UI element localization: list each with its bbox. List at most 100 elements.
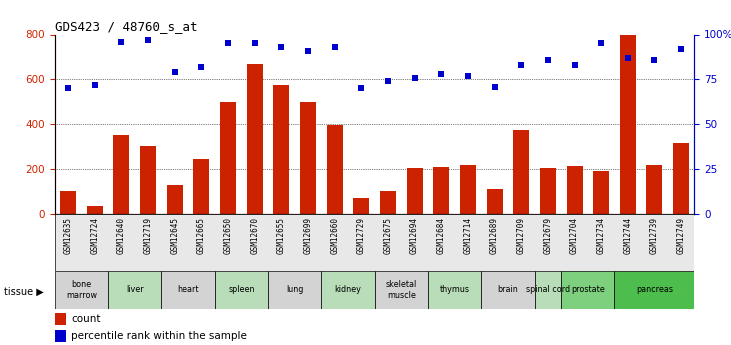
Point: [222, 41, 234, 46]
Text: skeletal
muscle: skeletal muscle: [386, 280, 417, 299]
Text: GSM12704: GSM12704: [570, 217, 579, 254]
Text: GSM12640: GSM12640: [117, 217, 126, 254]
Bar: [220, 102, 236, 214]
Point: [569, 62, 580, 68]
Text: GSM12679: GSM12679: [543, 217, 553, 254]
Point: [515, 62, 527, 68]
Text: GSM12650: GSM12650: [224, 217, 232, 254]
Text: GSM12714: GSM12714: [463, 217, 472, 254]
Bar: [162, 271, 215, 309]
Text: GDS423 / 48760_s_at: GDS423 / 48760_s_at: [55, 20, 197, 33]
Text: lung: lung: [286, 285, 303, 294]
Point: [169, 69, 181, 75]
Point: [436, 71, 447, 77]
Bar: [353, 198, 369, 214]
Bar: [620, 34, 636, 214]
Text: GSM12665: GSM12665: [197, 217, 206, 254]
Bar: [615, 271, 694, 309]
Bar: [561, 271, 615, 309]
Bar: [534, 271, 561, 309]
Bar: [406, 168, 423, 214]
Text: GSM12655: GSM12655: [277, 217, 286, 254]
Bar: [428, 271, 481, 309]
Bar: [55, 271, 108, 309]
Point: [622, 55, 634, 61]
Point: [143, 37, 154, 43]
Point: [355, 86, 367, 91]
Bar: [322, 271, 374, 309]
Bar: [55, 330, 67, 342]
Point: [382, 78, 394, 84]
Text: percentile rank within the sample: percentile rank within the sample: [72, 332, 247, 341]
Bar: [215, 271, 268, 309]
Text: GSM12749: GSM12749: [677, 217, 686, 254]
Text: liver: liver: [126, 285, 143, 294]
Text: count: count: [72, 314, 101, 324]
Point: [675, 46, 687, 52]
Text: GSM12734: GSM12734: [596, 217, 606, 254]
Bar: [487, 189, 502, 214]
Text: GSM12689: GSM12689: [490, 217, 499, 254]
Point: [249, 41, 260, 46]
Bar: [60, 191, 76, 214]
Bar: [273, 85, 289, 214]
Bar: [113, 136, 129, 214]
Bar: [593, 171, 609, 214]
Text: spleen: spleen: [228, 285, 254, 294]
Text: GSM12635: GSM12635: [64, 217, 72, 254]
Bar: [380, 191, 396, 214]
Text: heart: heart: [178, 285, 199, 294]
Bar: [567, 166, 583, 214]
Text: pancreas: pancreas: [636, 285, 673, 294]
Text: GSM12744: GSM12744: [624, 217, 632, 254]
Text: GSM12719: GSM12719: [143, 217, 153, 254]
Bar: [646, 165, 662, 214]
Bar: [268, 271, 322, 309]
Bar: [167, 185, 183, 214]
Point: [196, 64, 208, 70]
Bar: [55, 313, 67, 325]
Point: [62, 86, 74, 91]
Point: [115, 39, 127, 45]
Text: prostate: prostate: [571, 285, 605, 294]
Point: [542, 57, 553, 62]
Bar: [300, 102, 316, 214]
Text: GSM12694: GSM12694: [410, 217, 419, 254]
Point: [595, 41, 607, 46]
Text: GSM12670: GSM12670: [250, 217, 260, 254]
Text: GSM12739: GSM12739: [650, 217, 659, 254]
Point: [329, 44, 341, 50]
Text: GSM12724: GSM12724: [91, 217, 99, 254]
Bar: [374, 271, 428, 309]
Text: bone
marrow: bone marrow: [66, 280, 97, 299]
Text: tissue ▶: tissue ▶: [4, 287, 43, 296]
Text: kidney: kidney: [335, 285, 361, 294]
Point: [89, 82, 101, 88]
Bar: [108, 271, 162, 309]
Bar: [513, 130, 529, 214]
Text: spinal cord: spinal cord: [526, 285, 570, 294]
Text: brain: brain: [498, 285, 518, 294]
Bar: [87, 206, 103, 214]
Text: GSM12699: GSM12699: [303, 217, 313, 254]
Point: [302, 48, 314, 53]
Text: GSM12709: GSM12709: [517, 217, 526, 254]
Text: GSM12660: GSM12660: [330, 217, 339, 254]
Point: [489, 84, 501, 89]
Bar: [540, 168, 556, 214]
Text: GSM12684: GSM12684: [436, 217, 446, 254]
Text: GSM12645: GSM12645: [170, 217, 179, 254]
Bar: [246, 64, 262, 214]
Point: [648, 57, 660, 62]
Point: [276, 44, 287, 50]
Bar: [481, 271, 534, 309]
Bar: [327, 125, 343, 214]
Bar: [460, 165, 476, 214]
Text: GSM12675: GSM12675: [384, 217, 393, 254]
Point: [409, 75, 420, 80]
Bar: [194, 159, 209, 214]
Text: GSM12729: GSM12729: [357, 217, 366, 254]
Bar: [433, 167, 450, 214]
Point: [462, 73, 474, 79]
Text: thymus: thymus: [439, 285, 469, 294]
